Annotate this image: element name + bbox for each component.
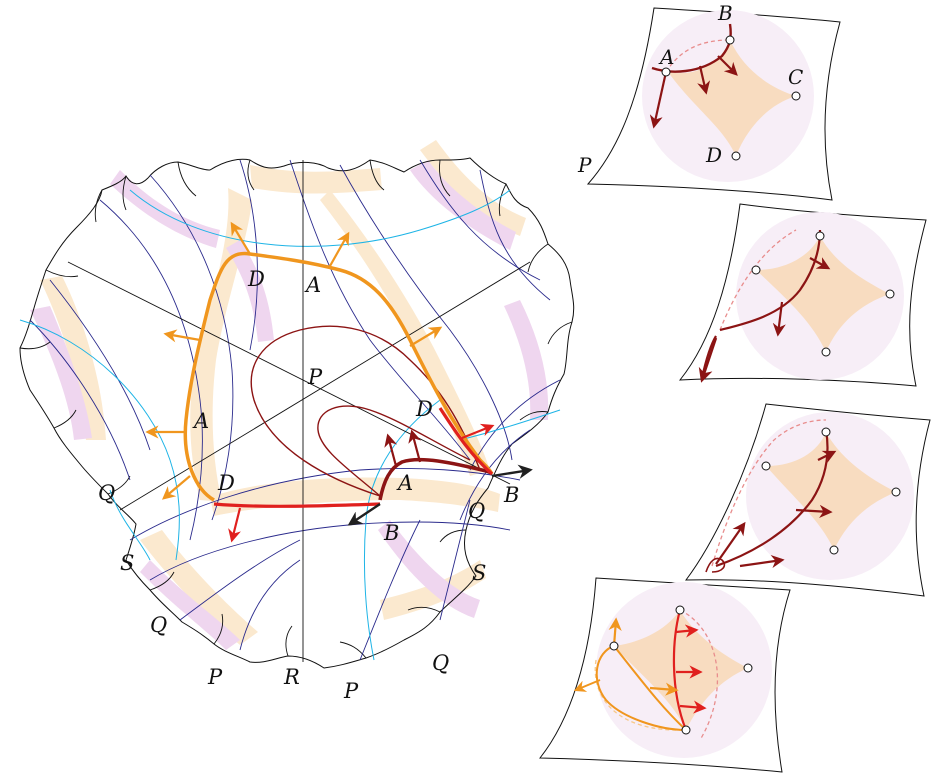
label-P-center: P <box>307 365 323 389</box>
panel-4-red-arrow-3 <box>679 700 707 714</box>
panel-1: B A C D P <box>577 1 841 201</box>
label-S-right: S <box>472 561 486 585</box>
label-P-lowerleft: P <box>207 665 223 689</box>
panel-2-arrow-1 <box>698 337 718 383</box>
panel-4-orange-arrow-3 <box>573 679 601 692</box>
dark-red-curve <box>378 457 491 501</box>
panel-4-vertex-3 <box>743 663 753 673</box>
panel-3-arrow-2 <box>739 554 785 569</box>
label-R-bottom: R <box>283 665 300 689</box>
panel-4-vertex-1 <box>609 641 619 651</box>
panel-2-vertex-3 <box>885 289 895 299</box>
panel-3-vertex-2 <box>821 427 831 437</box>
panel-2-peach <box>756 236 890 352</box>
orange-arrows <box>145 221 443 500</box>
orange-curve <box>183 251 494 502</box>
label-A-right: A <box>396 471 413 495</box>
label-A-upper: A <box>304 273 321 297</box>
label-Q-lowerleft: Q <box>150 613 167 637</box>
panel-3-arrow-3 <box>795 504 833 518</box>
label-Q-right: Q <box>468 499 485 523</box>
panel-3-vertex-1 <box>761 461 771 471</box>
panel-4-vertex-2 <box>675 605 685 615</box>
cyan-geodesics <box>19 189 561 661</box>
panel-3-vertex-3 <box>891 487 901 497</box>
panel-2-arrow-3 <box>809 257 831 270</box>
panel-3-dashed-arc <box>711 419 827 567</box>
label-P-lowerright: P <box>343 679 359 703</box>
axis-lines <box>67 160 531 662</box>
panel-4-orange-arrow-2 <box>649 682 679 696</box>
panel-1-peach <box>668 40 796 156</box>
panel-4-dashed-red <box>679 609 719 741</box>
boundary-scallops <box>19 159 573 659</box>
panel-1-arrow-1 <box>649 71 668 129</box>
panel-1-label-B: B <box>717 1 733 25</box>
panel-2-vertex-2 <box>815 231 825 241</box>
red-curve <box>213 502 381 508</box>
panel-2-vertex-1 <box>751 265 761 275</box>
label-D-right: D <box>415 397 433 421</box>
black-arrows <box>347 464 533 526</box>
main-diagram: D A P A D A Q D B Q B S S Q Q P R P <box>19 140 575 703</box>
panel-3-arrow-1 <box>715 521 746 565</box>
panel-2-vertex-4 <box>821 347 831 357</box>
red-curve-upper <box>438 407 494 476</box>
dark-red-arrows <box>384 429 422 467</box>
label-Q-lowerright: Q <box>432 651 449 675</box>
panel-1-label-A: A <box>658 45 674 69</box>
panel-4-red-arrow-1 <box>675 624 699 638</box>
panel-3-vertex-4 <box>829 545 839 555</box>
panel-1-label-D: D <box>705 143 722 167</box>
panel-3-arrow-4 <box>817 450 837 463</box>
panel-4-dashed-orange <box>594 659 685 731</box>
label-B-center: B <box>383 521 399 545</box>
panel-1-label-C: C <box>788 65 803 89</box>
panel-4-vertex-4 <box>681 725 691 735</box>
red-arrows <box>228 423 495 543</box>
panel-3-small-loop <box>705 557 726 573</box>
panel-1-vertex-B <box>725 35 735 45</box>
label-D-upper: D <box>247 267 265 291</box>
label-A-left: A <box>192 409 209 433</box>
panel-2-arrow-2 <box>772 301 786 337</box>
panel-1-arrow-2 <box>697 65 711 95</box>
main-labels: D A P A D A Q D B Q B S S Q Q P R P <box>98 267 519 703</box>
label-D-lower: D <box>217 471 235 495</box>
label-B-right: B <box>503 483 519 507</box>
panel-1-label-P: P <box>577 153 592 177</box>
panel-2 <box>678 203 927 387</box>
panel-1-vertex-C <box>791 91 801 101</box>
panel-1-arrow-3 <box>717 55 738 76</box>
panel-1-vertex-D <box>731 151 741 161</box>
panel-3 <box>684 403 931 597</box>
panel-1-dashed-arc <box>665 39 731 73</box>
navy-geodesics <box>29 159 561 661</box>
panel-4-orange-loop <box>595 644 689 732</box>
panel-4 <box>538 577 791 773</box>
panel-1-vertex-A <box>661 67 671 77</box>
panel-4-red-curve <box>672 609 688 731</box>
label-Q-left: Q <box>98 481 115 505</box>
label-S-left: S <box>120 551 134 575</box>
panel-4-peach <box>614 610 748 730</box>
panel-2-dashed-arc <box>719 229 797 331</box>
panel-3-peach <box>766 432 896 550</box>
